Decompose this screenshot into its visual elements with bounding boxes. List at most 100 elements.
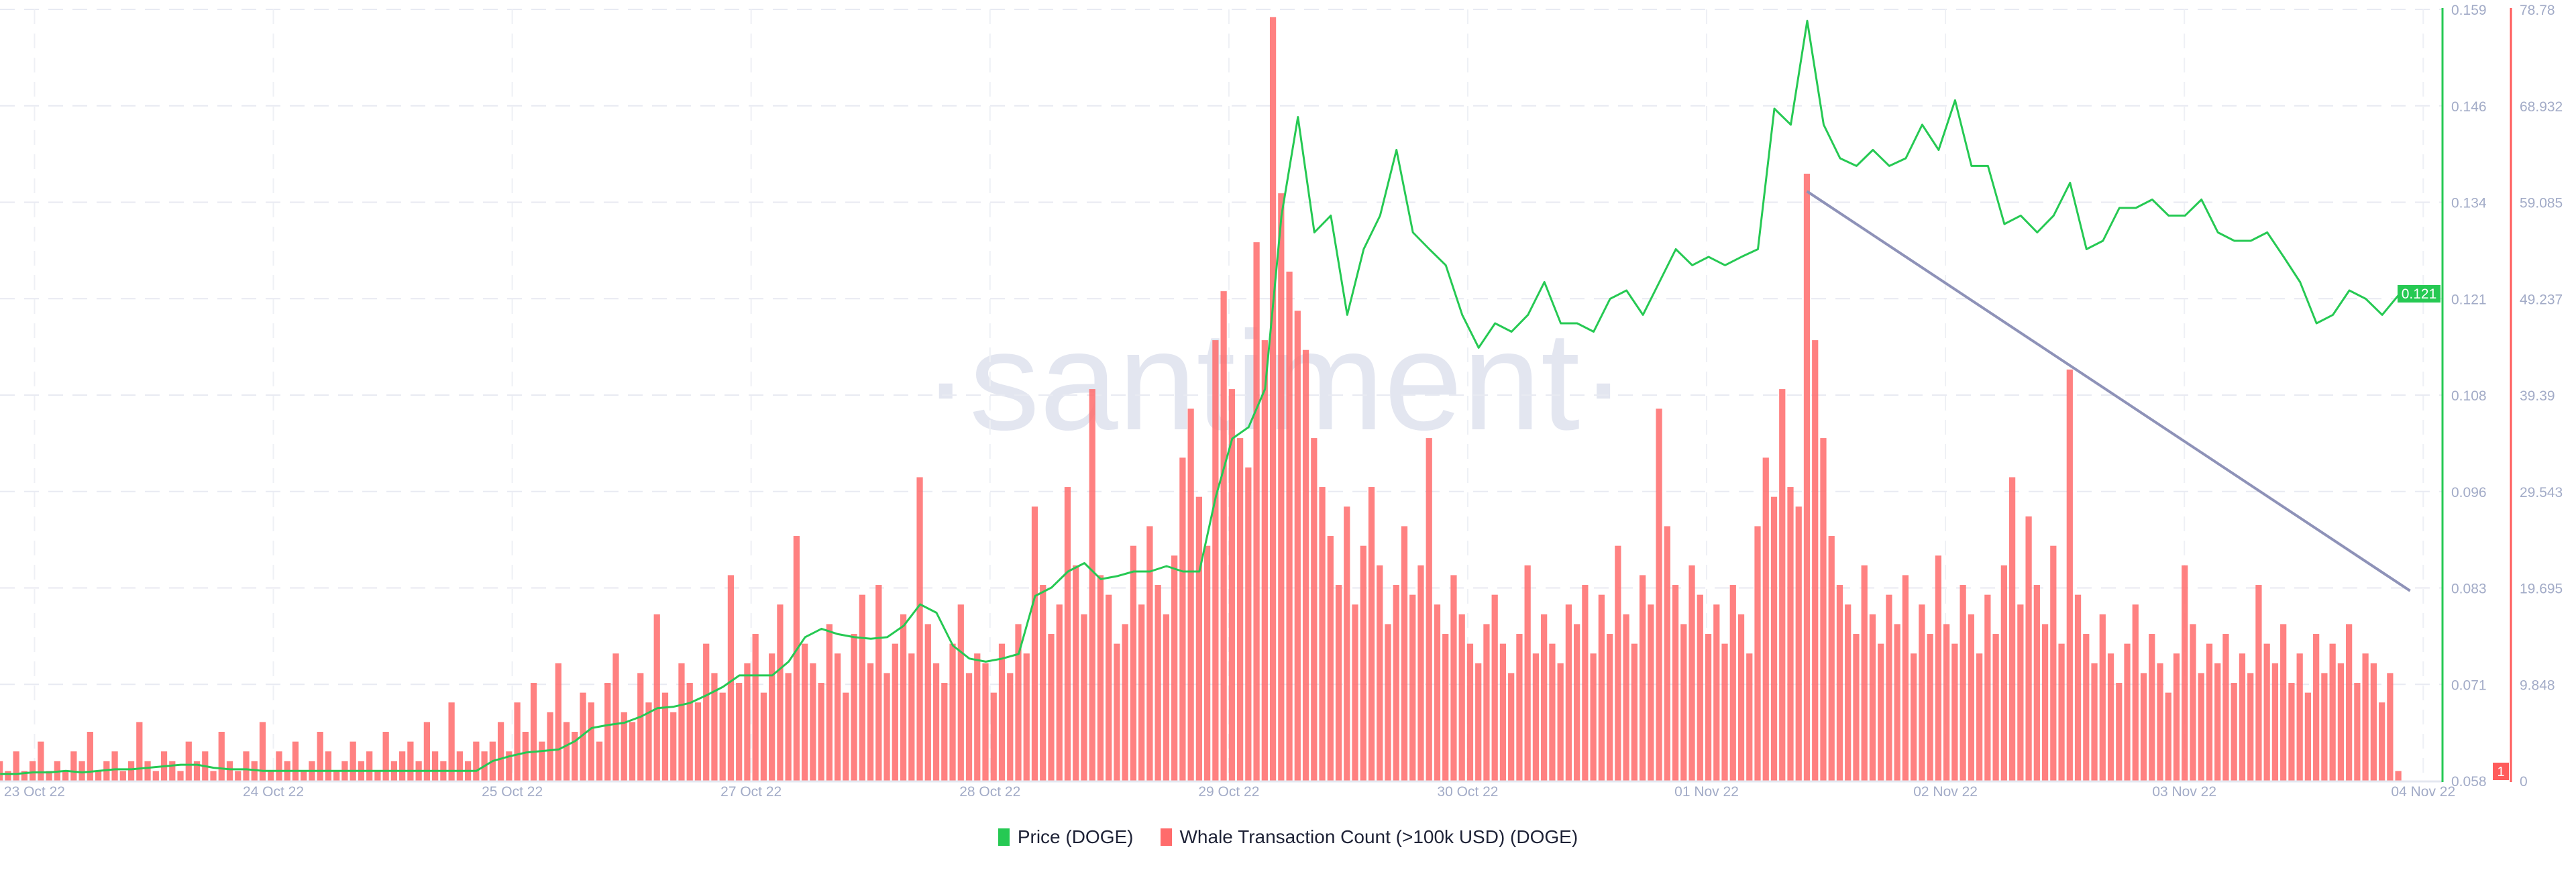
whale-bar <box>1015 624 1022 781</box>
whale-bar <box>1935 555 1942 781</box>
whale-bar <box>1179 457 1186 781</box>
whale-bar <box>694 702 702 781</box>
whale-bar <box>70 751 77 781</box>
whale-bar <box>1458 614 1465 781</box>
whale-bar <box>127 761 135 781</box>
whale-bar <box>900 614 907 781</box>
whale-bar <box>744 663 751 781</box>
x-tick-label: 01 Nov 22 <box>1674 784 1739 800</box>
x-tick-label: 29 Oct 22 <box>1198 784 1259 800</box>
whale-bar <box>769 653 775 781</box>
whale-bar <box>1770 496 1778 781</box>
whale-bar <box>1911 653 1917 781</box>
whale-bar <box>941 683 948 781</box>
whale-bar <box>1228 389 1235 781</box>
trendline[interactable] <box>1806 190 2411 592</box>
whale-bar <box>1705 634 1712 781</box>
price-tick-label: 0.096 <box>2451 485 2487 500</box>
whale-bar <box>2132 604 2139 781</box>
whale-bar <box>399 751 406 781</box>
legend-item-price[interactable]: Price (DOGE) <box>998 826 1134 848</box>
whale-bar <box>111 751 118 781</box>
whale-bar <box>777 604 784 781</box>
whale-bar <box>1236 438 1244 781</box>
whale-bar <box>1040 585 1046 781</box>
whale-tick-label: 9.848 <box>2520 677 2555 693</box>
whale-bar <box>736 683 743 781</box>
whale-bar <box>932 663 940 781</box>
whale-bar <box>259 722 266 781</box>
whale-bar <box>637 673 644 781</box>
whale-bar <box>1549 643 1556 781</box>
whale-bar <box>1097 575 1104 781</box>
whale-bar <box>1253 242 1260 781</box>
whale-bar <box>1450 575 1457 781</box>
whale-bar <box>2354 683 2361 781</box>
whale-bar <box>1927 634 1933 781</box>
whale-bar <box>1615 545 1621 781</box>
whale-bar <box>1664 526 1670 781</box>
whale-bar <box>1089 389 1095 781</box>
whale-bar <box>1203 545 1211 781</box>
legend-item-whale[interactable]: Whale Transaction Count (>100k USD) (DOG… <box>1160 826 1578 848</box>
whale-bar <box>957 604 964 781</box>
whale-bar <box>1795 506 1802 781</box>
whale-bar <box>119 771 126 781</box>
whale-axis-labels: 78.78 68.932 59.085 49.237 39.39 29.543 19.695… <box>2520 3 2563 789</box>
whale-bar <box>0 761 3 781</box>
x-tick-label: 24 Oct 22 <box>243 784 304 800</box>
whale-bar <box>908 653 915 781</box>
whale-tick-label: 59.085 <box>2520 196 2563 211</box>
whale-bar <box>645 702 652 781</box>
whale-bar <box>965 673 973 781</box>
whale-bar <box>2107 653 2114 781</box>
whale-bar <box>851 634 857 781</box>
whale-bar <box>752 634 759 781</box>
whale-bar <box>169 761 176 781</box>
whale-bar <box>1163 614 1170 781</box>
whale-bar <box>210 771 217 781</box>
whale-bar <box>1968 614 1974 781</box>
x-tick-label: 25 Oct 22 <box>482 784 543 800</box>
whale-bar <box>982 663 989 781</box>
whale-bar <box>1401 526 1408 781</box>
whale-bar <box>1639 575 1646 781</box>
whale-bar <box>1878 643 1884 781</box>
whale-bar <box>539 741 545 781</box>
price-tick-label: 0.159 <box>2451 3 2487 18</box>
whale-bar <box>38 741 44 781</box>
whale-bar <box>2206 643 2213 781</box>
whale-bar <box>2083 634 2090 781</box>
whale-tick-label: 39.39 <box>2520 388 2555 404</box>
whale-bar <box>268 771 274 781</box>
whale-bar <box>802 643 808 781</box>
x-tick-label: 02 Nov 22 <box>1913 784 1978 800</box>
whale-bars <box>0 17 2402 781</box>
whale-bar <box>1787 487 1794 781</box>
whale-bar <box>193 761 201 781</box>
whale-tick-label: 68.932 <box>2520 99 2563 115</box>
whale-bar <box>1853 634 1860 781</box>
whale-bar <box>2214 663 2221 781</box>
whale-bar <box>276 751 282 781</box>
whale-bar <box>1631 643 1638 781</box>
whale-bar <box>1335 585 1342 781</box>
whale-bar <box>423 722 430 781</box>
whale-bar <box>2346 624 2353 781</box>
whale-bar <box>1195 496 1202 781</box>
whale-bar <box>1574 624 1580 781</box>
whale-bar <box>177 771 184 781</box>
whale-bar <box>2149 634 2155 781</box>
whale-bar <box>2288 683 2295 781</box>
whale-bar <box>2033 585 2040 781</box>
whale-bar <box>2025 516 2032 781</box>
whale-bar <box>1261 340 1268 781</box>
whale-bar <box>1656 408 1662 781</box>
whale-bar <box>2099 614 2106 781</box>
whale-bar <box>990 692 997 781</box>
whale-bar <box>1286 271 1293 781</box>
whale-bar <box>1187 408 1194 781</box>
whale-tick-label: 78.78 <box>2520 3 2555 18</box>
whale-bar <box>1803 173 1811 781</box>
